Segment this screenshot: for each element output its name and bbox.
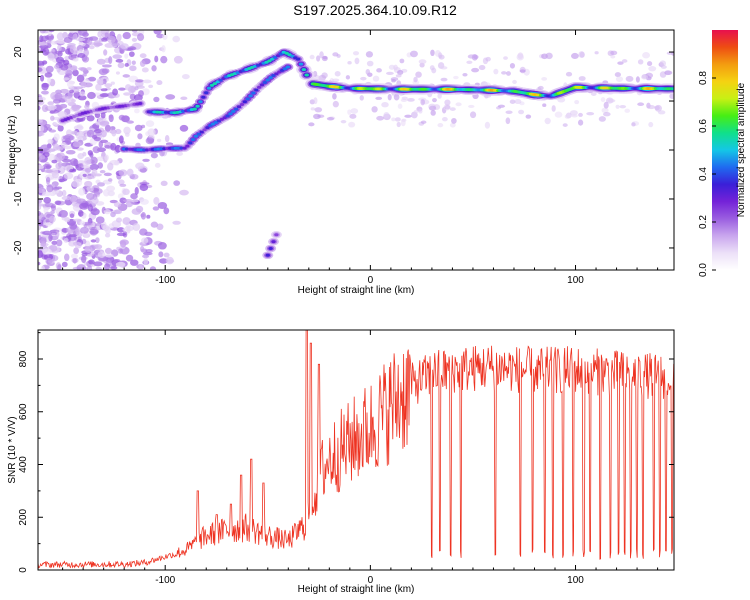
- spectrogram-marks: [38, 30, 674, 270]
- spectrogram-ylabel: Frequency (Hz): [7, 116, 18, 185]
- colorbar-tick-label: 0.8: [698, 71, 709, 85]
- colorbar-label: Normalized spectral amplitude: [736, 82, 747, 217]
- snr-marks: [38, 330, 674, 569]
- spectrogram-ytick-label: -10: [13, 191, 24, 206]
- spectrogram-ytick-label: 0: [13, 147, 24, 153]
- spectrogram-xtick-label: 100: [567, 275, 584, 286]
- snr-series-line: [38, 330, 674, 569]
- snr-frame: [37, 329, 675, 571]
- figure-title: S197.2025.364.10.09.R12: [293, 2, 457, 18]
- ridge-left-tone-upper: [143, 48, 315, 118]
- spectrogram-xtick-label: 0: [368, 275, 374, 286]
- colorbar-tick-label: 0.4: [698, 167, 709, 181]
- spectrogram-noise: [38, 30, 674, 270]
- snr-ytick-label: 400: [18, 456, 29, 473]
- snr-panel: -100 0 100 0 200 400 600 800 Height of straight…: [7, 329, 675, 595]
- snr-ytick-label: 200: [18, 508, 29, 525]
- spectrogram-xlabel: Height of straight line (km): [298, 285, 415, 296]
- snr-xtick-label: 100: [567, 575, 584, 586]
- colorbar-tick-label: 0.0: [698, 263, 709, 277]
- colorbar-tick-label: 0.2: [698, 215, 709, 229]
- snr-ytick-label: 600: [18, 403, 29, 420]
- ridge-isolated-blob: [262, 230, 282, 260]
- colorbar-tick-label: 0.6: [698, 119, 709, 133]
- spectrogram-ytick-label: -20: [13, 240, 24, 255]
- snr-ylabel: SNR (10 * V/V): [7, 416, 18, 483]
- spectrogram-ytick-label: 20: [13, 46, 24, 58]
- ridge-left-tone-lower: [118, 63, 294, 154]
- snr-ytick-label: 800: [18, 350, 29, 367]
- snr-xtick-label: 0: [368, 575, 374, 586]
- ridge-left-tone-middle: [57, 99, 146, 125]
- spectrogram-xtick-label: -100: [155, 275, 175, 286]
- colorbar-ticks: 0.0 0.2 0.4 0.6 0.8: [698, 71, 716, 277]
- snr-xlabel: Height of straight line (km): [298, 584, 415, 595]
- spectrogram-ytick-label: 10: [13, 95, 24, 107]
- colorbar: 0.0 0.2 0.4 0.6 0.8 Normalized spectral ampl…: [698, 30, 747, 277]
- ridge-main-tone: [305, 78, 674, 101]
- snr-ytick-label: 0: [18, 567, 29, 573]
- colorbar-gradient: [712, 30, 738, 270]
- snr-ticks: -100 0 100 0 200 400 600 800: [18, 330, 674, 586]
- snr-xtick-label: -100: [155, 575, 175, 586]
